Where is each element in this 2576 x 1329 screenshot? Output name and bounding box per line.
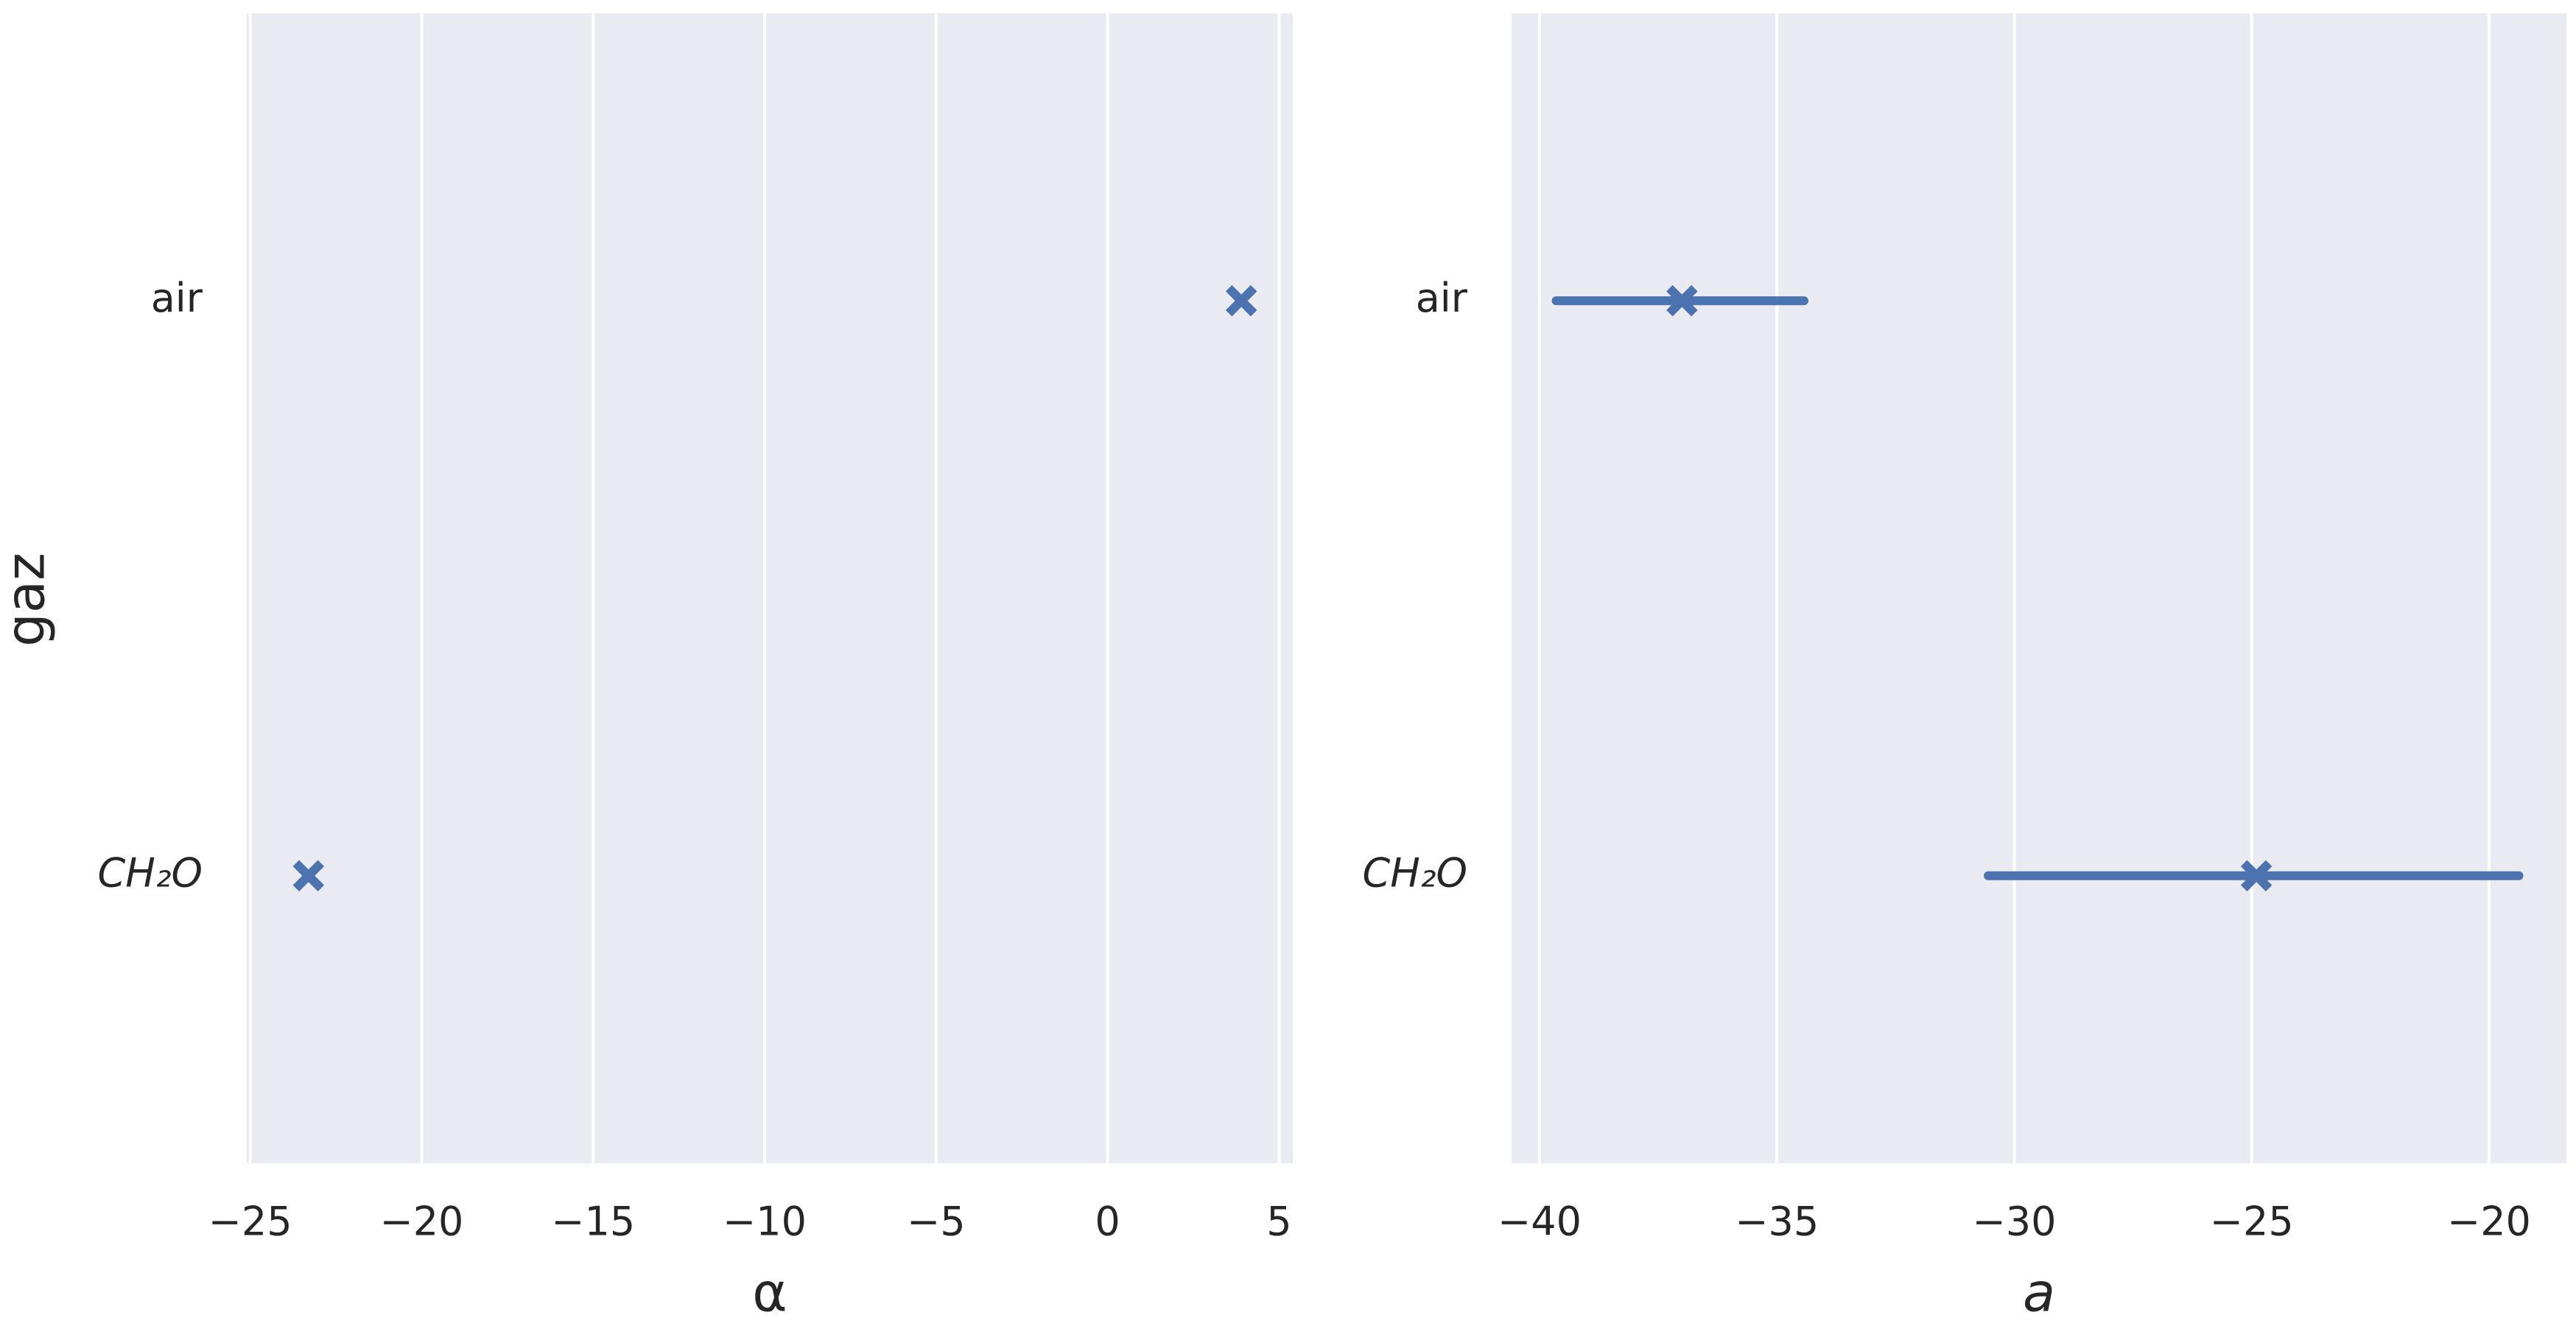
x-tick-label: −5	[907, 1199, 966, 1245]
y-tick-label: air	[1416, 275, 1468, 321]
plot-background	[247, 13, 1293, 1163]
x-tick-label: −20	[2447, 1199, 2531, 1245]
x-axis-label: α	[752, 1262, 787, 1324]
point-marker	[2240, 860, 2273, 891]
x-tick-label: −15	[551, 1199, 635, 1245]
y-tick-label: air	[151, 275, 203, 321]
x-tick-label: −25	[208, 1199, 292, 1245]
y-axis-label: gaz	[0, 553, 57, 647]
x-tick-label: 5	[1266, 1199, 1291, 1245]
x-tick-label: −40	[1498, 1199, 1582, 1245]
point-marker	[1225, 285, 1257, 317]
x-tick-label: −30	[1973, 1199, 2057, 1245]
x-tick-label: −25	[2210, 1199, 2294, 1245]
point-marker	[292, 860, 325, 891]
point-marker	[1666, 285, 1698, 317]
x-tick-label: −20	[379, 1199, 463, 1245]
plot-background	[1512, 13, 2566, 1163]
chart-panel: −40 −35 −30 −25 −20 air CH₂O a	[1363, 13, 2566, 1324]
y-tick-label: CH₂O	[98, 849, 203, 896]
x-tick-label: 0	[1095, 1199, 1120, 1245]
x-axis-label: a	[2023, 1262, 2055, 1324]
chart-panel: −25 −20 −15 −10 −5 0 5 air CH₂O α gaz	[0, 13, 1293, 1324]
y-tick-label: CH₂O	[1363, 849, 1467, 896]
x-tick-label: −10	[723, 1199, 807, 1245]
x-tick-label: −35	[1735, 1199, 1819, 1245]
